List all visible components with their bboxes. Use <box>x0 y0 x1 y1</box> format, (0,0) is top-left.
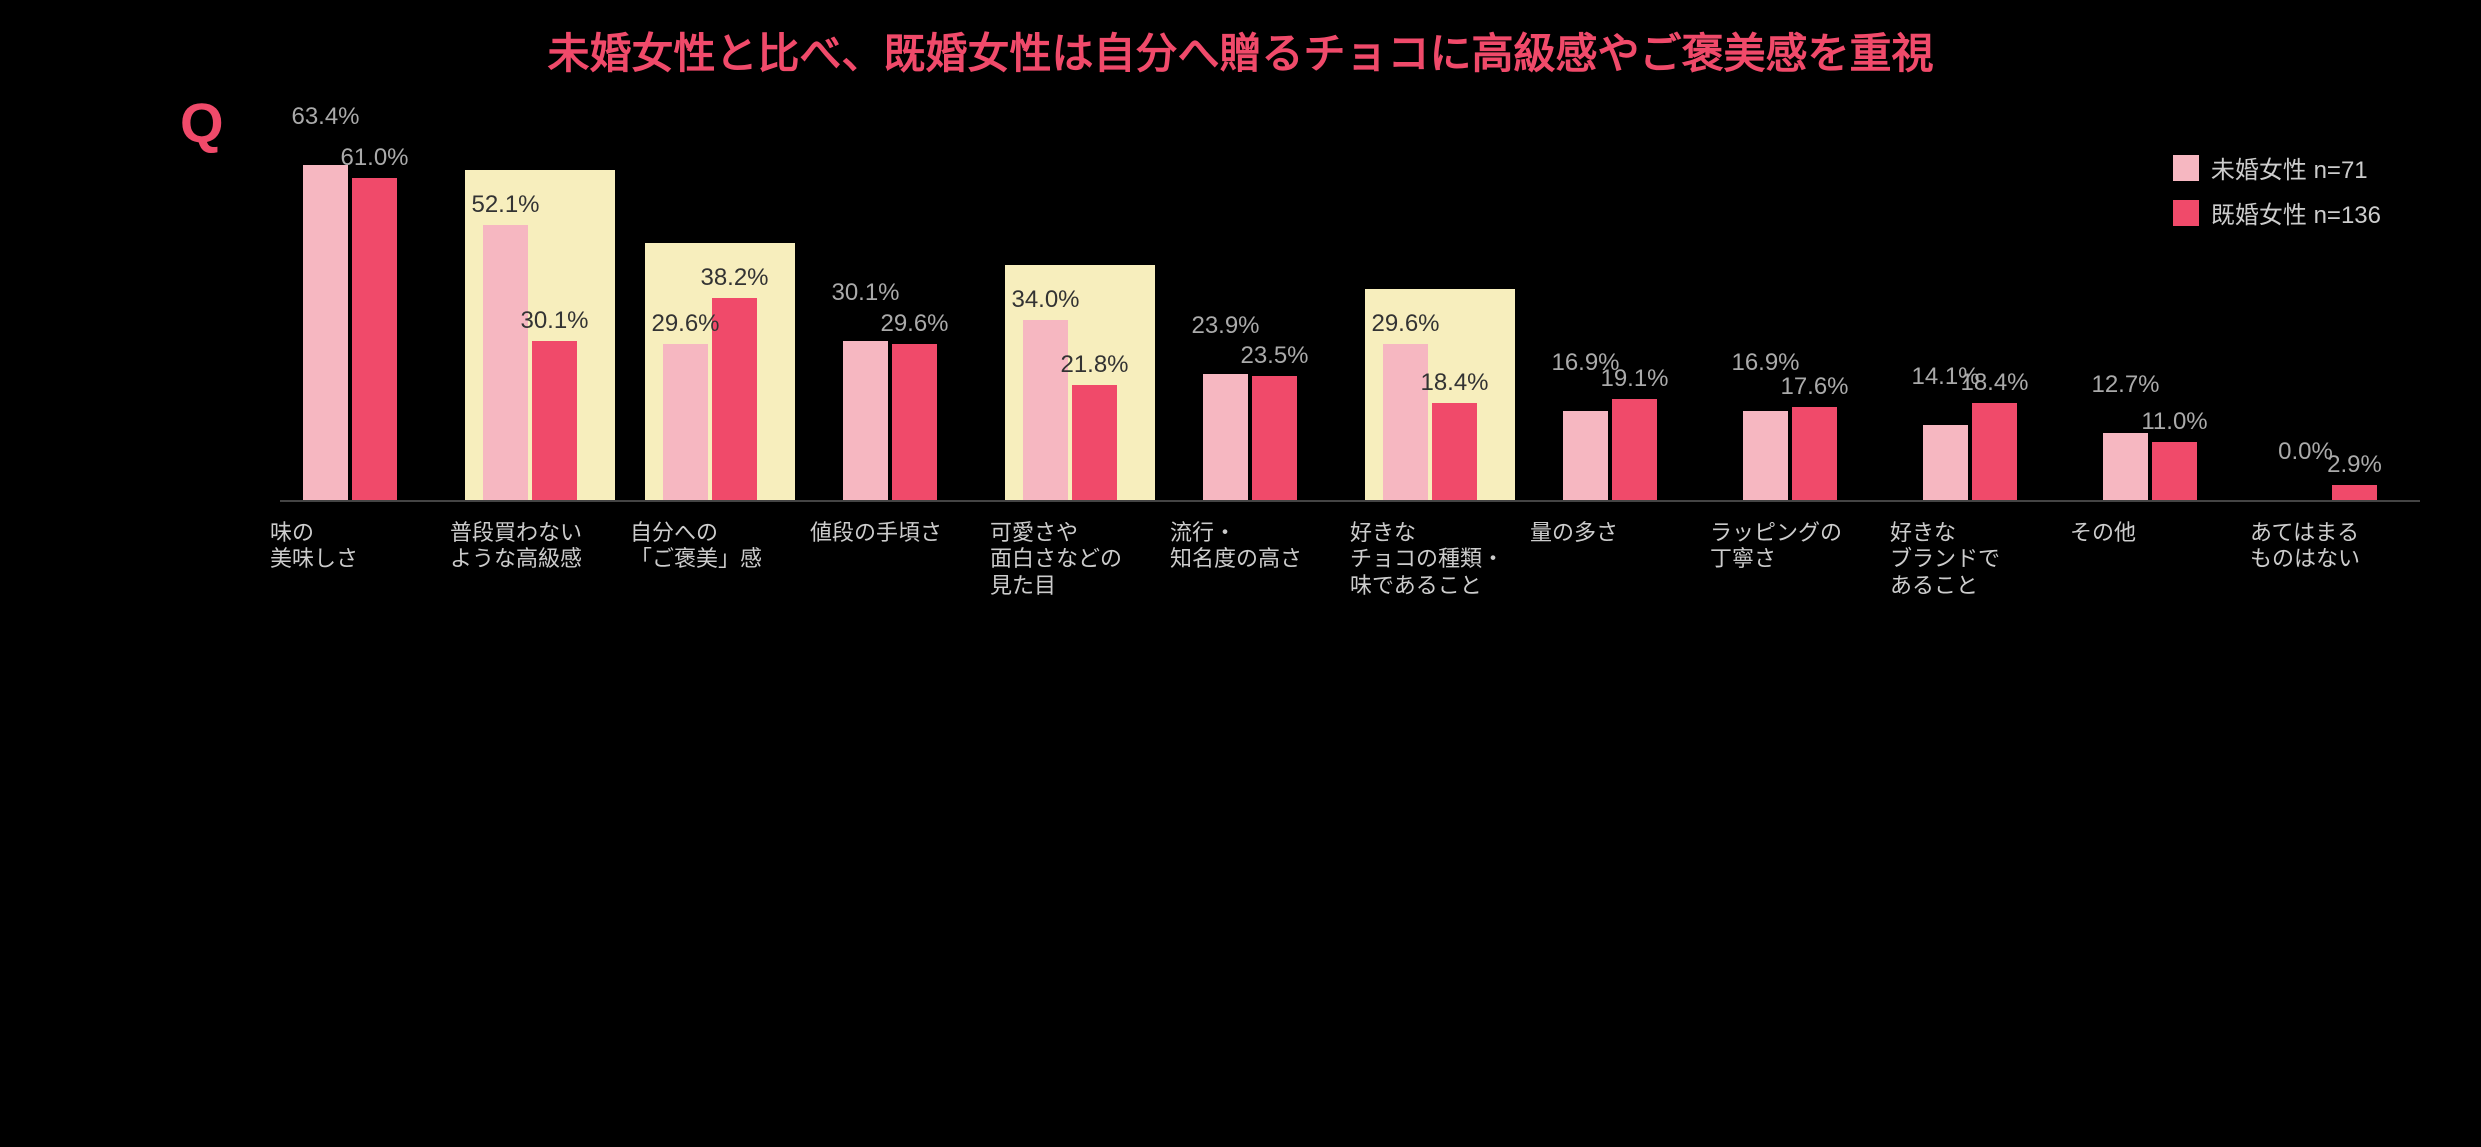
bar <box>1023 320 1068 500</box>
category-label: 好きな チョコの種類・ 味であること <box>1350 510 1530 599</box>
q-mark: Q <box>180 90 224 155</box>
bar-value-label: 34.0% <box>986 286 1106 314</box>
bar-value-label: 61.0% <box>315 144 435 172</box>
bar-value-label: 30.1% <box>495 307 615 335</box>
bar-value-label: 29.6% <box>855 310 975 338</box>
legend-label: 既婚女性 n=136 <box>2211 195 2381 230</box>
category-label: あてはまる ものはない <box>2250 510 2430 573</box>
legend-item: 既婚女性 n=136 <box>2173 195 2381 230</box>
bar-value-label: 29.6% <box>626 310 746 338</box>
bar <box>2332 485 2377 500</box>
bar <box>483 225 528 500</box>
bar-value-label: 30.1% <box>806 279 926 307</box>
chart-title: 未婚女性と比べ、既婚女性は自分へ贈るチョコに高級感やご褒美感を重視 <box>0 20 2481 81</box>
legend-item: 未婚女性 n=71 <box>2173 150 2381 185</box>
bar-value-label: 17.6% <box>1755 373 1875 401</box>
category-label: 流行・ 知名度の高さ <box>1170 510 1350 573</box>
bar-chart: 63.4%61.0%味の 美味しさ52.1%30.1%普段買わない ような高級感… <box>280 130 2420 520</box>
category-label: 味の 美味しさ <box>270 510 450 573</box>
bar <box>1203 374 1248 500</box>
bar-value-label: 18.4% <box>1935 369 2055 397</box>
legend-swatch <box>2173 200 2199 226</box>
bar <box>1923 425 1968 500</box>
bar <box>1972 403 2017 500</box>
bar <box>1432 403 1477 500</box>
category-label: 量の多さ <box>1530 510 1710 546</box>
bar-value-label: 19.1% <box>1575 365 1695 393</box>
category-label: 自分への 「ご褒美」感 <box>630 510 810 573</box>
bar-value-label: 23.9% <box>1166 312 1286 340</box>
category-label: 可愛さや 面白さなどの 見た目 <box>990 510 1170 599</box>
bar <box>2152 442 2197 500</box>
bar-value-label: 52.1% <box>446 191 566 219</box>
category-label: 好きな ブランドで あること <box>1890 510 2070 599</box>
bar <box>1072 385 1117 500</box>
plot-area: 63.4%61.0%味の 美味しさ52.1%30.1%普段買わない ような高級感… <box>280 130 2420 520</box>
bar <box>1792 407 1837 500</box>
bar <box>1383 344 1428 500</box>
category-label: 値段の手頃さ <box>810 510 990 546</box>
bar-value-label: 63.4% <box>266 103 386 131</box>
bar-value-label: 18.4% <box>1395 369 1515 397</box>
bar <box>532 341 577 500</box>
bar <box>303 165 348 500</box>
bar <box>1563 411 1608 500</box>
bar <box>352 178 397 500</box>
bar-value-label: 12.7% <box>2066 371 2186 399</box>
bar <box>892 344 937 500</box>
bar <box>843 341 888 500</box>
bar <box>1743 411 1788 500</box>
legend: 未婚女性 n=71 既婚女性 n=136 <box>2173 150 2381 240</box>
bar <box>1252 376 1297 500</box>
bar <box>663 344 708 500</box>
legend-label: 未婚女性 n=71 <box>2211 150 2368 185</box>
legend-swatch <box>2173 155 2199 181</box>
bar-value-label: 11.0% <box>2115 408 2235 436</box>
bar-value-label: 21.8% <box>1035 351 1155 379</box>
bar-value-label: 29.6% <box>1346 310 1466 338</box>
category-label: 普段買わない ような高級感 <box>450 510 630 573</box>
bar-value-label: 23.5% <box>1215 342 1335 370</box>
bar <box>2103 433 2148 500</box>
bar-value-label: 38.2% <box>675 264 795 292</box>
category-label: ラッピングの 丁寧さ <box>1710 510 1890 573</box>
bar-value-label: 2.9% <box>2295 451 2415 479</box>
bar <box>1612 399 1657 500</box>
x-axis <box>280 500 2420 502</box>
category-label: その他 <box>2070 510 2250 546</box>
